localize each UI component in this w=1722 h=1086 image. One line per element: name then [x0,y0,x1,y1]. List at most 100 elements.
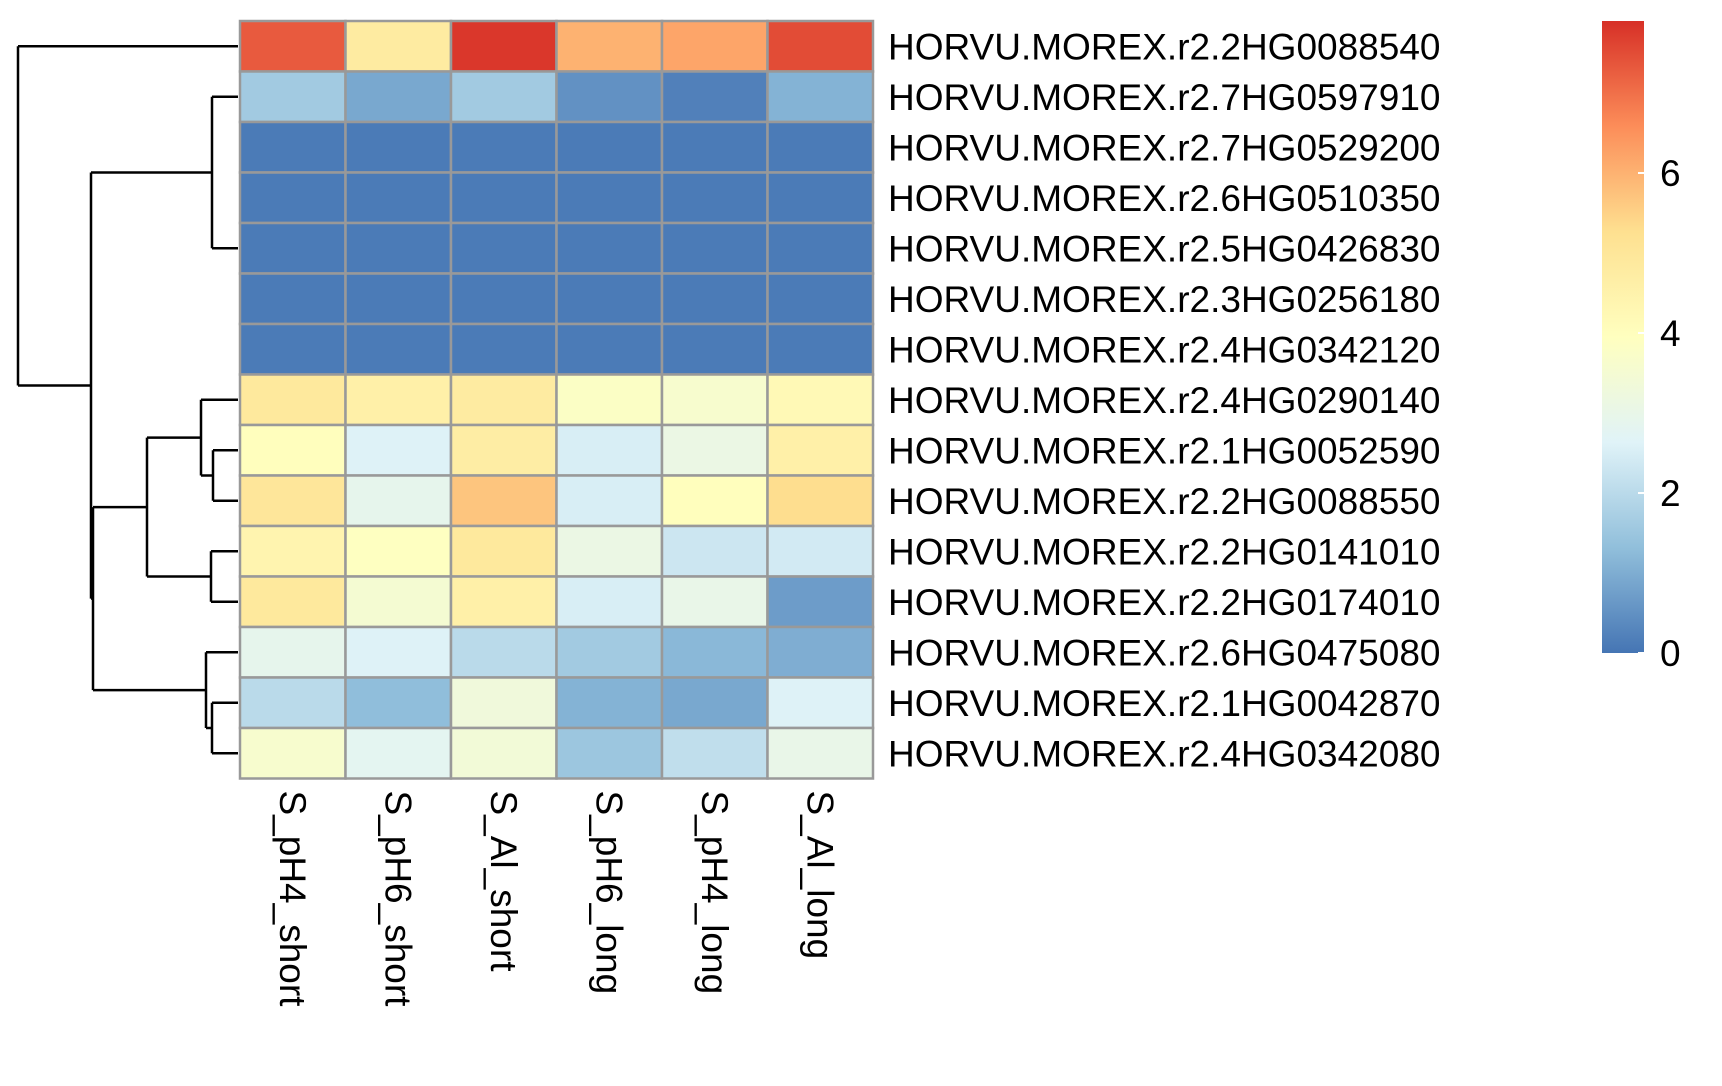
heatmap-cell [660,322,769,376]
heatmap-cell [766,70,875,124]
heatmap-cell [449,171,558,225]
row-label: HORVU.MOREX.r2.2HG0088540 [888,26,1441,67]
row-label: HORVU.MOREX.r2.4HG0342080 [888,733,1441,774]
heatmap-cell [449,373,558,427]
heatmap-cell [449,322,558,376]
heatmap-cell [449,474,558,528]
heatmap-cell [660,272,769,326]
heatmap-cell [344,625,453,679]
row-labels: HORVU.MOREX.r2.2HG0088540 HORVU.MOREX.r2.… [888,26,1441,774]
heatmap-cell [766,322,875,376]
heatmap-cell [238,524,347,578]
heatmap-cell [660,423,769,477]
heatmap-cell [660,524,769,578]
heatmap-cell [449,272,558,326]
heatmap-cell [449,221,558,275]
heatmap-cell [449,19,558,73]
heatmap-cell [344,575,453,629]
heatmap-cell [344,373,453,427]
heatmap-cell [238,575,347,629]
heatmap-cell [449,423,558,477]
heatmap-cell [344,423,453,477]
heatmap-cell [344,726,453,780]
heatmap-cell [238,171,347,225]
heatmap-cell [660,221,769,275]
heatmap-cell [660,474,769,528]
heatmap-cell [766,726,875,780]
row-label: HORVU.MOREX.r2.2HG0141010 [888,531,1441,572]
row-label: HORVU.MOREX.r2.5HG0426830 [888,228,1441,269]
heatmap-cell [660,575,769,629]
heatmap-cell [238,676,347,730]
heatmap-cell [660,625,769,679]
heatmap-cell [238,322,347,376]
heatmap-cells [238,19,875,780]
heatmap-cell [344,120,453,174]
colorbar-tick-label: 2 [1660,473,1681,514]
heatmap-cell [344,676,453,730]
column-label: S_Al_long [799,791,840,960]
row-label: HORVU.MOREX.r2.7HG0529200 [888,127,1441,168]
heatmap-cell [766,120,875,174]
heatmap-cell [555,221,664,275]
heatmap-cell [449,625,558,679]
heatmap-cell [449,575,558,629]
heatmap-cell [766,625,875,679]
heatmap-cell [555,575,664,629]
heatmap-cell [238,19,347,73]
column-label: S_pH4_long [694,791,735,995]
row-label: HORVU.MOREX.r2.3HG0256180 [888,279,1441,320]
heatmap-cell [344,221,453,275]
heatmap-cell [766,19,875,73]
colorbar-tick-label: 0 [1660,633,1681,674]
column-label: S_pH6_long [588,791,629,995]
row-label: HORVU.MOREX.r2.4HG0290140 [888,380,1441,421]
heatmap-cell [238,70,347,124]
heatmap-cell [449,524,558,578]
heatmap-cell [555,474,664,528]
heatmap-cell [766,575,875,629]
heatmap-cell [766,373,875,427]
heatmap-cell [555,272,664,326]
heatmap-cell [660,19,769,73]
heatmap-cell [344,524,453,578]
heatmap-cell [238,625,347,679]
row-dendrogram [16,45,238,755]
color-legend: 0 2 4 6 [1602,21,1681,674]
heatmap-cell [449,676,558,730]
heatmap-cell [238,726,347,780]
heatmap-cell [449,726,558,780]
heatmap-cell [555,70,664,124]
heatmap-cell [766,221,875,275]
column-label: S_pH6_short [377,791,418,1008]
heatmap-cell [766,524,875,578]
heatmap-cell [660,70,769,124]
heatmap-cell [344,272,453,326]
row-label: HORVU.MOREX.r2.4HG0342120 [888,329,1441,370]
colorbar-tick-label: 6 [1660,153,1681,194]
row-label: HORVU.MOREX.r2.6HG0510350 [888,178,1441,219]
heatmap-cell [238,474,347,528]
heatmap-cell [660,120,769,174]
heatmap-cell [766,676,875,730]
heatmap-cell [660,373,769,427]
heatmap-cell [238,120,347,174]
heatmap-cell [344,19,453,73]
heatmap-cell [555,524,664,578]
heatmap-cell [555,19,664,73]
row-label: HORVU.MOREX.r2.2HG0174010 [888,582,1441,623]
heatmap-cell [555,676,664,730]
heatmap-cell [238,423,347,477]
heatmap-cell [555,625,664,679]
heatmap-cell [766,272,875,326]
column-label: S_Al_short [483,791,524,973]
heatmap-cell [766,171,875,225]
heatmap-cell [344,322,453,376]
row-label: HORVU.MOREX.r2.6HG0475080 [888,632,1441,673]
heatmap-cell [449,120,558,174]
row-label: HORVU.MOREX.r2.2HG0088550 [888,481,1441,522]
heatmap-cell [660,726,769,780]
heatmap-cell [344,171,453,225]
